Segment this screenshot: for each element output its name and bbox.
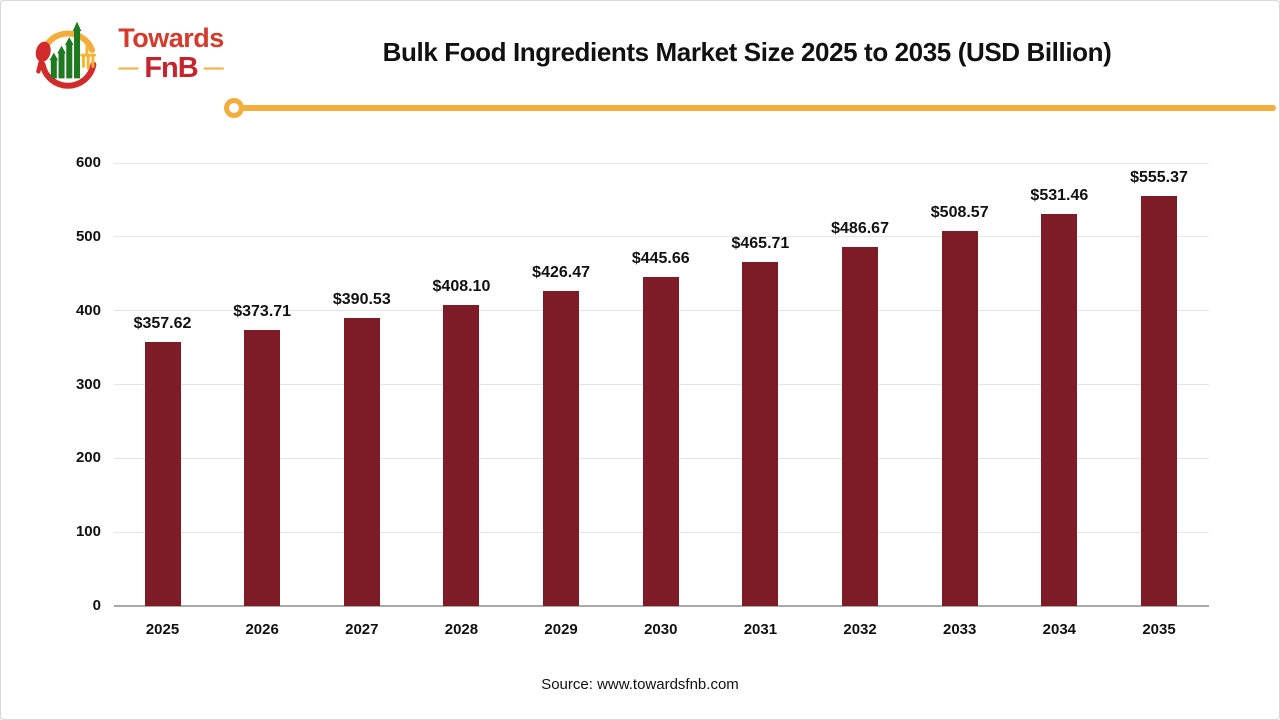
growth-bars-icon xyxy=(49,21,82,79)
bar-2031 xyxy=(742,262,779,606)
x-axis-tick-2031: 2031 xyxy=(743,621,778,638)
y-axis-tick-0: 0 xyxy=(92,597,101,614)
bar-2030 xyxy=(642,276,679,606)
y-axis-tick-200: 200 xyxy=(75,449,101,467)
bar-value-label-2032: $486.67 xyxy=(831,219,889,237)
y-axis-tick-300: 300 xyxy=(75,375,101,393)
bar-2027 xyxy=(343,317,380,606)
y-axis-tick-100: 100 xyxy=(75,523,101,541)
x-axis-line xyxy=(114,605,1209,607)
x-axis-tick-2032: 2032 xyxy=(843,621,877,638)
brand-name: Towards — FnB — xyxy=(111,23,231,83)
brand-dash-right: — xyxy=(203,57,224,79)
bar-2029 xyxy=(543,291,580,606)
x-axis-tick-2029: 2029 xyxy=(544,621,578,638)
gridline-600 xyxy=(114,162,1209,164)
bar-2034 xyxy=(1041,213,1078,606)
chart-title: Bulk Food Ingredients Market Size 2025 t… xyxy=(382,37,1112,67)
bar-2028 xyxy=(443,304,480,606)
bar-2033 xyxy=(941,230,978,606)
bar-value-label-2034: $531.46 xyxy=(1030,186,1089,204)
bar-value-label-2029: $426.47 xyxy=(532,264,591,282)
bar-2032 xyxy=(842,246,879,606)
divider-dot xyxy=(224,98,244,118)
x-axis-tick-2033: 2033 xyxy=(943,621,977,638)
brand-name-top: Towards xyxy=(118,23,224,53)
brand-logo: Towards — FnB — xyxy=(23,9,233,97)
y-axis-tick-400: 400 xyxy=(75,301,101,319)
divider-line xyxy=(242,105,1276,111)
brand-dash-left: — xyxy=(118,57,139,79)
y-axis-tick-500: 500 xyxy=(75,227,101,245)
bar-2035 xyxy=(1141,195,1177,606)
x-axis-tick-2025: 2025 xyxy=(145,621,180,638)
spoon-icon xyxy=(35,41,51,74)
y-axis-tick-600: 600 xyxy=(75,154,101,171)
bar-value-label-2027: $390.53 xyxy=(332,290,391,308)
brand-name-bottom: FnB xyxy=(144,52,198,84)
bar-value-label-2028: $408.10 xyxy=(432,277,491,295)
bar-value-label-2025: $357.62 xyxy=(133,314,192,332)
x-axis-tick-2030: 2030 xyxy=(644,621,678,638)
bar-value-label-2031: $465.71 xyxy=(731,235,790,253)
x-axis-tick-2034: 2034 xyxy=(1042,621,1077,638)
bar-2025 xyxy=(144,341,181,606)
brand-icon xyxy=(35,21,97,89)
bar-value-label-2033: $508.57 xyxy=(930,203,989,221)
gridline-500 xyxy=(114,236,1209,238)
x-axis-tick-2027: 2027 xyxy=(345,621,379,638)
bar-2026 xyxy=(244,330,281,606)
bar-value-label-2035: $555.37 xyxy=(1130,168,1188,186)
x-axis-tick-2035: 2035 xyxy=(1142,621,1176,638)
fork-icon xyxy=(80,44,97,70)
x-axis-tick-2028: 2028 xyxy=(444,621,479,638)
bar-value-label-2030: $445.66 xyxy=(631,249,690,267)
bar-value-label-2026: $373.71 xyxy=(233,303,292,321)
x-axis-tick-2026: 2026 xyxy=(245,621,279,638)
source-text: Source: www.towardsfnb.com xyxy=(541,676,739,693)
